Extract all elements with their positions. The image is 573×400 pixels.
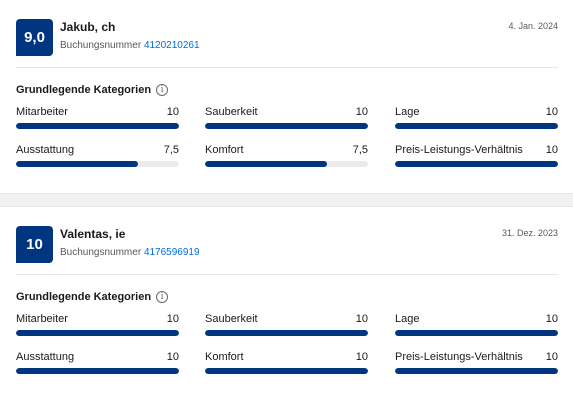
category-value: 10 — [166, 351, 179, 363]
category-bar-track — [16, 123, 179, 129]
category-label: Lage — [395, 106, 420, 118]
category-bar-fill — [16, 123, 179, 129]
category-bar-track — [16, 161, 179, 167]
category-bar-fill — [205, 368, 368, 374]
categories-heading: Grundlegende Kategorien i — [16, 291, 169, 303]
category-bar-fill — [395, 123, 558, 129]
category-bar-track — [16, 368, 179, 374]
review-score-badge: 10 — [16, 226, 53, 263]
category-label: Mitarbeiter — [16, 106, 68, 118]
category-bar-fill — [16, 161, 139, 167]
category-value: 7,5 — [163, 144, 179, 156]
category-value: 10 — [355, 313, 368, 325]
category-value: 10 — [545, 106, 558, 118]
category-label: Sauberkeit — [205, 313, 258, 325]
categories-heading-text: Grundlegende Kategorien — [16, 84, 152, 96]
category-bar-track — [205, 368, 368, 374]
category-bar-track — [205, 123, 368, 129]
info-icon[interactable]: i — [156, 84, 169, 96]
review-date: 4. Jan. 2024 — [508, 21, 558, 31]
category-label: Ausstattung — [16, 144, 75, 156]
category-bar-fill — [395, 161, 558, 167]
divider — [16, 67, 558, 68]
category-bar-track — [205, 161, 368, 167]
category-value: 10 — [166, 106, 179, 118]
category-value: 10 — [545, 351, 558, 363]
info-icon[interactable]: i — [156, 291, 169, 303]
category-bar-fill — [205, 123, 368, 129]
review-score-badge: 9,0 — [16, 19, 53, 56]
review-date: 31. Dez. 2023 — [501, 228, 558, 238]
categories-heading: Grundlegende Kategorien i — [16, 84, 169, 96]
category-value: 10 — [355, 351, 368, 363]
category-bar-track — [395, 123, 558, 129]
booking-label: Buchungsnummer — [60, 247, 142, 258]
booking-label: Buchungsnummer — [60, 40, 142, 51]
category-label: Sauberkeit — [205, 106, 258, 118]
category-value: 7,5 — [352, 144, 368, 156]
category-value: 10 — [545, 144, 558, 156]
booking-number-link[interactable]: 4176596919 — [143, 247, 200, 258]
booking-info: Buchungsnummer 4176596919 — [60, 247, 200, 258]
category-bar-track — [395, 368, 558, 374]
category-value: 10 — [545, 313, 558, 325]
category-value: 10 — [355, 106, 368, 118]
category-label: Preis-Leistungs-Verhältnis — [395, 351, 523, 363]
categories-heading-text: Grundlegende Kategorien — [16, 291, 152, 303]
category-label: Preis-Leistungs-Verhältnis — [395, 144, 523, 156]
category-bar-fill — [16, 330, 179, 336]
reviewer-name: Valentas, ie — [60, 227, 126, 241]
category-bar-track — [16, 330, 179, 336]
category-label: Mitarbeiter — [16, 313, 68, 325]
category-bar-fill — [205, 330, 368, 336]
category-label: Lage — [395, 313, 420, 325]
category-bar-track — [395, 330, 558, 336]
category-bar-fill — [395, 368, 558, 374]
booking-number-link[interactable]: 4120210261 — [143, 40, 200, 51]
reviewer-name: Jakub, ch — [60, 20, 116, 34]
category-bar-fill — [395, 330, 558, 336]
category-label: Komfort — [205, 351, 244, 363]
category-label: Komfort — [205, 144, 244, 156]
category-label: Ausstattung — [16, 351, 75, 363]
category-value: 10 — [166, 313, 179, 325]
category-bar-track — [205, 330, 368, 336]
divider — [16, 274, 558, 275]
category-bar-track — [395, 161, 558, 167]
booking-info: Buchungsnummer 4120210261 — [60, 40, 200, 51]
section-separator — [0, 193, 573, 207]
category-bar-fill — [205, 161, 328, 167]
category-bar-fill — [16, 368, 179, 374]
